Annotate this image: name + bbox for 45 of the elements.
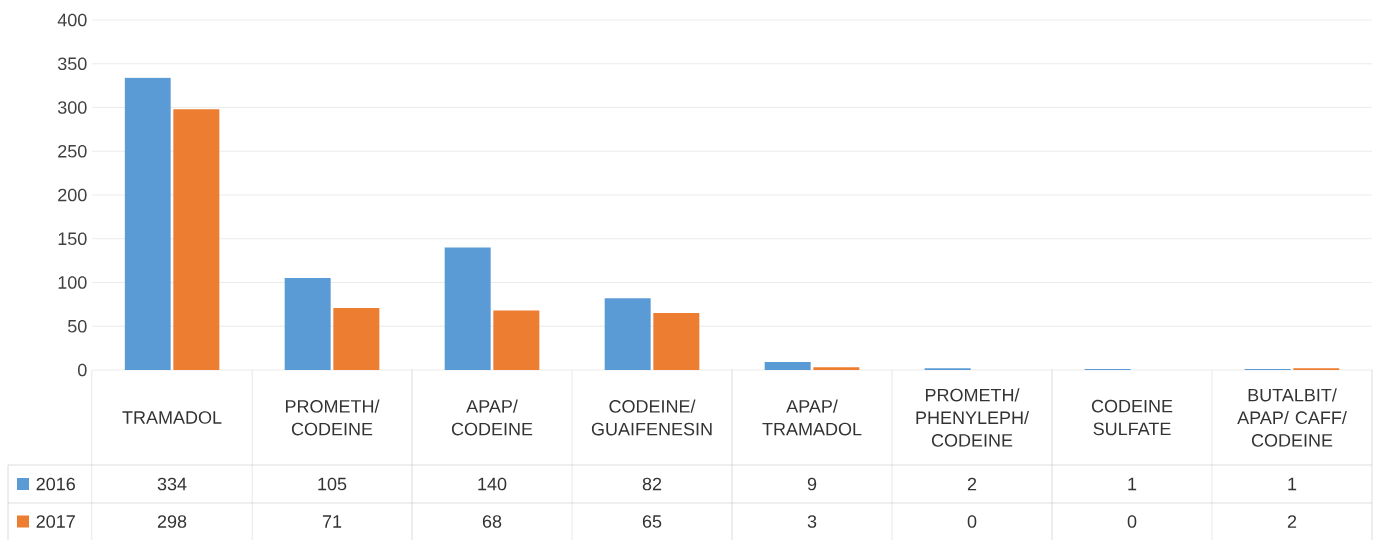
y-tick-label: 350 (57, 57, 87, 70)
data-label: 298 (157, 515, 187, 528)
y-tick-label: 300 (57, 101, 87, 114)
data-label: 2 (1287, 515, 1297, 528)
bar (604, 298, 651, 370)
bar (813, 367, 860, 370)
data-label: 0 (1127, 515, 1137, 528)
data-label: 71 (322, 515, 342, 528)
x-tick-label: BUTALBIT/ APAP/ CAFF/ CODEINE (1237, 388, 1347, 447)
y-tick-label: 50 (67, 319, 87, 333)
x-tick-label: APAP/ TRAMADOL (762, 399, 862, 436)
data-label: 1 (1128, 477, 1137, 491)
data-label: 2 (967, 477, 977, 491)
y-tick-label: 400 (57, 13, 87, 27)
data-label: 140 (478, 477, 507, 491)
x-tick-label: PROMETH/ PHENYLEPH/ CODEINE (916, 388, 1030, 447)
bar (284, 278, 331, 370)
data-label: 1 (1288, 477, 1297, 491)
data-label: 82 (642, 477, 662, 491)
y-tick-label: 150 (58, 232, 87, 245)
bar (333, 307, 380, 370)
data-label: 68 (482, 515, 502, 528)
y-tick-label: 200 (58, 188, 87, 202)
x-tick-label: TRAMADOL (122, 411, 222, 424)
y-tick-label: 100 (58, 276, 87, 289)
data-label: 3 (807, 515, 817, 528)
bar (173, 109, 220, 370)
x-tick-label: PROMETH/ CODEINE (286, 399, 380, 436)
legend-label: 2016 (36, 477, 75, 491)
bar (764, 362, 811, 370)
data-label: 334 (157, 477, 187, 491)
data-label: 65 (642, 515, 662, 528)
y-tick-label: 0 (78, 363, 87, 377)
bar (444, 247, 491, 370)
x-tick-label: CODEINE SULFATE (1091, 399, 1173, 436)
data-label: 0 (967, 515, 977, 528)
legend-label: 2017 (36, 515, 75, 528)
bar (493, 310, 540, 370)
y-tick-label: 250 (58, 144, 87, 158)
bar (124, 77, 171, 370)
data-label: 105 (318, 477, 347, 491)
x-tick-label: CODEINE/ GUAIFENESIN (591, 399, 712, 436)
x-tick-label: APAP/ CODEINE (451, 399, 533, 436)
data-label: 9 (807, 477, 817, 491)
bar (653, 313, 700, 370)
